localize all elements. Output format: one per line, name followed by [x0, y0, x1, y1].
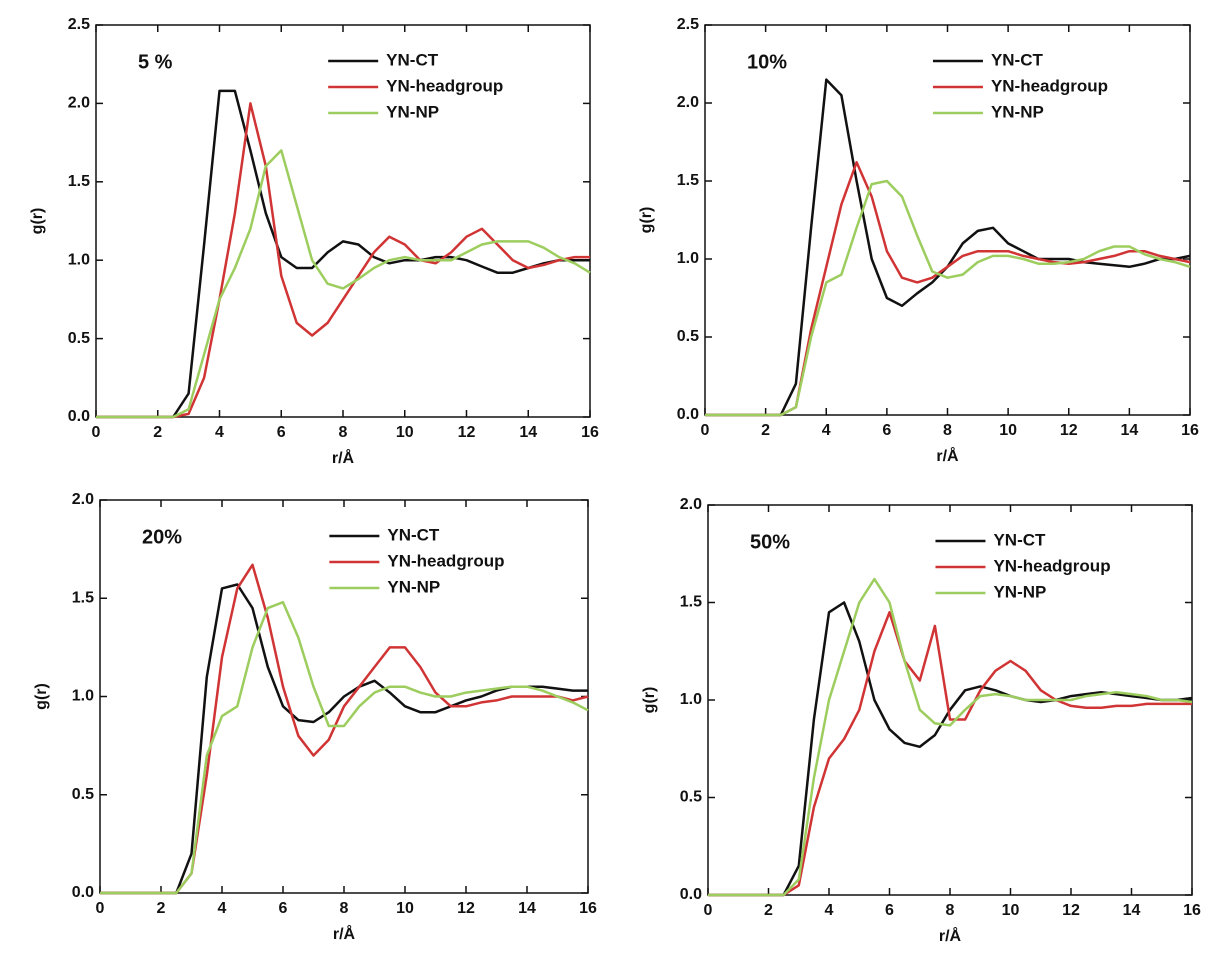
legend-label: YN-headgroup [991, 76, 1108, 95]
y-axis-label: g(r) [29, 208, 46, 235]
y-tick-label: 2.0 [677, 94, 699, 111]
y-tick-label: 0.0 [72, 884, 94, 901]
x-axis-label: r/Å [936, 446, 959, 465]
series-line [705, 78, 1191, 417]
y-tick-label: 0.5 [72, 786, 94, 803]
legend-label: YN-CT [993, 530, 1046, 549]
y-tick-label: 1.0 [680, 691, 702, 708]
x-tick-label: 8 [339, 424, 348, 441]
x-tick-label: 6 [277, 424, 286, 441]
y-tick-label: 2.5 [68, 16, 90, 33]
series-line [705, 179, 1191, 417]
x-tick-label: 16 [1183, 902, 1201, 919]
legend-label: YN-NP [993, 582, 1046, 601]
x-tick-label: 16 [581, 424, 599, 441]
y-axis-label: g(r) [641, 687, 658, 714]
y-tick-label: 2.5 [677, 16, 699, 33]
x-tick-label: 2 [761, 422, 770, 439]
y-tick-label: 1.5 [72, 589, 94, 606]
x-tick-label: 12 [1060, 422, 1078, 439]
x-tick-label: 14 [518, 900, 536, 917]
series-line [100, 583, 588, 895]
series-line [96, 102, 590, 419]
legend-label: YN-headgroup [993, 556, 1110, 575]
panel-label: 10% [747, 51, 787, 73]
y-tick-label: 1.0 [677, 250, 699, 267]
x-tick-label: 0 [96, 900, 105, 917]
x-tick-label: 6 [885, 902, 894, 919]
x-tick-label: 8 [943, 422, 952, 439]
x-tick-label: 0 [701, 422, 710, 439]
x-tick-label: 2 [153, 424, 162, 441]
x-tick-label: 4 [218, 900, 227, 917]
x-tick-label: 4 [822, 422, 831, 439]
plot-frame [707, 504, 1193, 896]
x-tick-label: 16 [1181, 422, 1199, 439]
series-line [708, 601, 1193, 897]
x-tick-label: 10 [999, 422, 1017, 439]
y-tick-label: 1.5 [68, 173, 90, 190]
series-line [100, 563, 589, 895]
x-tick-label: 2 [157, 900, 166, 917]
x-tick-label: 8 [946, 902, 955, 919]
y-tick-label: 2.0 [68, 95, 90, 112]
series-line [96, 89, 590, 419]
y-tick-label: 2.0 [72, 491, 94, 508]
series-line [705, 161, 1191, 417]
y-tick-label: 2.0 [680, 496, 702, 513]
plot-frame [704, 24, 1191, 416]
y-tick-label: 0.5 [68, 330, 90, 347]
y-tick-label: 1.0 [68, 251, 90, 268]
x-tick-label: 16 [579, 900, 597, 917]
x-tick-label: 0 [92, 424, 101, 441]
x-axis-label: r/Å [939, 926, 962, 945]
x-tick-label: 10 [396, 900, 414, 917]
x-axis-label: r/Å [333, 924, 356, 943]
y-tick-label: 0.0 [68, 408, 90, 425]
y-axis-label: g(r) [638, 207, 655, 234]
x-tick-label: 12 [458, 424, 476, 441]
plot-frame [95, 24, 591, 418]
legend-label: YN-NP [386, 102, 439, 121]
y-axis-label: g(r) [33, 683, 50, 710]
y-tick-label: 0.0 [680, 886, 702, 903]
series-line [96, 149, 591, 419]
y-tick-label: 0.5 [680, 789, 702, 806]
panel-label: 50% [750, 531, 790, 553]
x-tick-label: 2 [764, 902, 773, 919]
y-tick-label: 0.5 [677, 328, 699, 345]
x-tick-label: 6 [279, 900, 288, 917]
x-tick-label: 6 [882, 422, 891, 439]
x-tick-label: 14 [519, 424, 537, 441]
x-tick-label: 10 [1002, 902, 1020, 919]
x-tick-label: 14 [1120, 422, 1138, 439]
y-tick-label: 0.0 [677, 406, 699, 423]
x-tick-label: 14 [1123, 902, 1141, 919]
x-tick-label: 12 [457, 900, 475, 917]
legend-label: YN-headgroup [386, 76, 503, 95]
x-tick-label: 0 [704, 902, 713, 919]
legend-label: YN-CT [387, 525, 440, 544]
x-tick-label: 12 [1062, 902, 1080, 919]
x-tick-label: 4 [215, 424, 224, 441]
y-tick-label: 1.0 [72, 688, 94, 705]
y-tick-label: 1.5 [680, 594, 702, 611]
x-tick-label: 10 [396, 424, 414, 441]
legend-label: YN-NP [387, 577, 440, 596]
series-line [708, 577, 1193, 897]
legend-label: YN-headgroup [387, 551, 504, 570]
series-line [708, 611, 1192, 897]
y-tick-label: 1.5 [677, 172, 699, 189]
legend-label: YN-CT [386, 50, 439, 69]
legend-label: YN-CT [991, 50, 1044, 69]
series-line [100, 600, 589, 895]
x-axis-label: r/Å [332, 448, 355, 467]
x-tick-label: 8 [340, 900, 349, 917]
x-tick-label: 4 [825, 902, 834, 919]
panel-label: 5 % [138, 51, 173, 73]
panel-label: 20% [142, 526, 182, 548]
legend-label: YN-NP [991, 102, 1044, 121]
